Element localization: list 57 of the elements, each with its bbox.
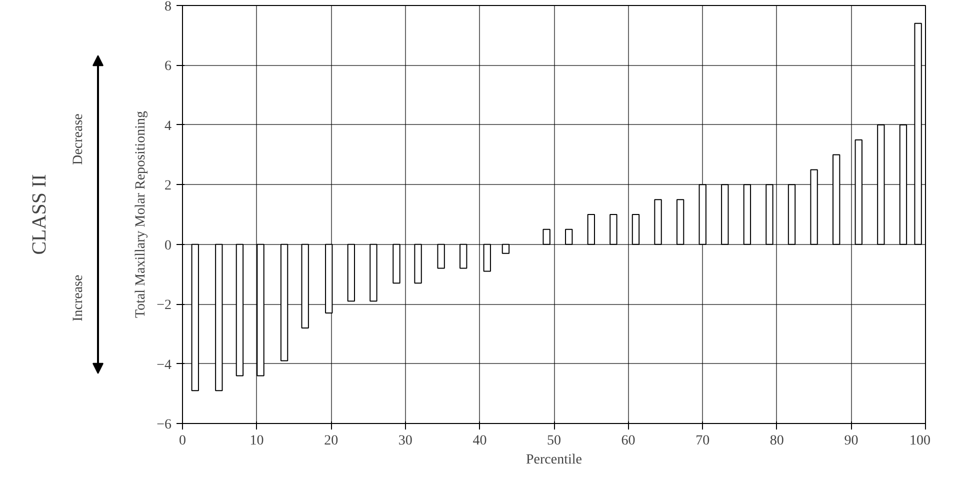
x-tick-label: 70	[696, 434, 710, 448]
bar	[743, 184, 752, 245]
bar	[676, 199, 684, 245]
bar	[721, 184, 729, 245]
bar	[587, 214, 595, 245]
bar	[899, 124, 908, 245]
x-axis-title: Percentile	[526, 452, 582, 468]
y-tick-label: 6	[164, 59, 172, 74]
y-tick-label: −6	[156, 418, 172, 432]
bar	[301, 244, 309, 328]
bar	[414, 244, 422, 284]
bar	[610, 214, 618, 245]
y-tick-label: −2	[156, 298, 172, 314]
y-axis-title: Total Maxillary Molar Repositioning	[134, 110, 149, 318]
text: Increase	[71, 274, 86, 322]
bar	[437, 244, 445, 269]
x-tick-label: 80	[770, 434, 784, 448]
y-tick-label: 4	[164, 118, 172, 134]
bar	[256, 244, 264, 376]
bar	[810, 169, 818, 245]
y-tick-label: 2	[164, 178, 172, 194]
bar	[280, 244, 288, 362]
bar	[766, 184, 774, 245]
bar	[854, 139, 862, 245]
x-tick-label: 20	[324, 434, 338, 448]
bar	[654, 199, 662, 245]
bar	[877, 124, 885, 245]
bar	[565, 228, 573, 245]
x-tick-label: 90	[844, 434, 858, 448]
x-tick-label: 50	[547, 434, 561, 448]
y-tick-label: 8	[164, 0, 172, 14]
bar	[788, 184, 796, 245]
bar	[502, 244, 510, 254]
bar	[632, 214, 640, 245]
bar	[483, 244, 491, 272]
bar	[698, 184, 706, 245]
bar	[392, 244, 400, 284]
bar	[236, 244, 244, 376]
y-tick-label: −4	[156, 358, 172, 373]
bar	[347, 244, 356, 302]
x-tick-label: 40	[472, 434, 487, 448]
x-tick-label: 10	[250, 434, 264, 448]
x-tick-label: 100	[910, 434, 930, 448]
x-tick-label: 60	[621, 434, 636, 448]
x-tick-label: 30	[398, 434, 412, 448]
bar	[191, 244, 199, 392]
bar	[914, 22, 922, 245]
x-tick-label: 0	[179, 434, 186, 448]
bar	[832, 154, 840, 245]
bar	[325, 244, 333, 314]
bar	[215, 244, 223, 392]
y-tick-label: 0	[164, 238, 172, 254]
text: CLASS II	[28, 174, 50, 255]
bar	[460, 244, 468, 269]
bar	[370, 244, 378, 302]
text: Decrease	[71, 114, 86, 165]
bar	[542, 228, 550, 245]
